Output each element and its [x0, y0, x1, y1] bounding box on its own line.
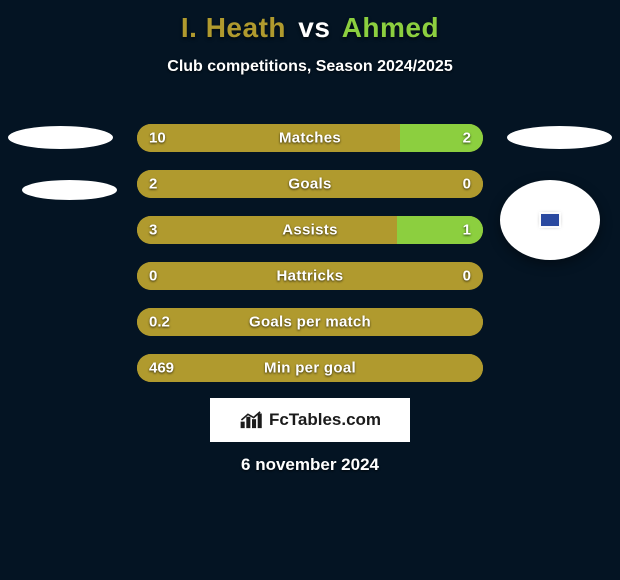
- stat-metric-label: Hattricks: [277, 268, 344, 285]
- subtitle: Club competitions, Season 2024/2025: [0, 58, 620, 76]
- stat-metric-label: Matches: [279, 130, 341, 147]
- stat-fill-player1: [137, 124, 400, 152]
- stat-value-player2: 2: [463, 130, 471, 147]
- brand-bars-icon: [239, 409, 265, 431]
- stat-row: 0.2 Goals per match: [137, 308, 483, 336]
- player2-avatar-circle: [500, 180, 600, 260]
- brand-badge: FcTables.com: [210, 398, 410, 442]
- stat-row: 0 0 Hattricks: [137, 262, 483, 290]
- title-player1: I. Heath: [181, 12, 286, 43]
- stat-value-player1: 469: [149, 360, 174, 377]
- stat-bars: 10 2 Matches 2 0 Goals 3 1 Assists 0 0 Hattricks 0.2…: [137, 124, 483, 400]
- player2-avatar-ellipse-top: [507, 126, 612, 149]
- date-text: 6 november 2024: [241, 455, 379, 475]
- stat-metric-label: Goals: [288, 176, 331, 193]
- stat-value-player1: 10: [149, 130, 166, 147]
- brand-text: FcTables.com: [269, 410, 381, 430]
- comparison-card: I. Heath vs Ahmed Club competitions, Sea…: [0, 0, 620, 580]
- stat-row: 10 2 Matches: [137, 124, 483, 152]
- stat-value-player2: 0: [463, 268, 471, 285]
- stat-metric-label: Assists: [282, 222, 337, 239]
- stat-value-player2: 0: [463, 176, 471, 193]
- stat-fill-player1: [137, 216, 397, 244]
- stat-value-player1: 2: [149, 176, 157, 193]
- stat-metric-label: Goals per match: [249, 314, 371, 331]
- stat-fill-player1: [137, 262, 282, 290]
- stat-value-player1: 3: [149, 222, 157, 239]
- stat-value-player2: 1: [463, 222, 471, 239]
- stat-value-player1: 0: [149, 268, 157, 285]
- stat-row: 3 1 Assists: [137, 216, 483, 244]
- title-vs: vs: [298, 12, 330, 43]
- stat-metric-label: Min per goal: [264, 360, 356, 377]
- stat-value-player1: 0.2: [149, 314, 170, 331]
- page-title: I. Heath vs Ahmed: [0, 0, 620, 44]
- title-player2: Ahmed: [342, 12, 439, 43]
- player1-avatar-ellipse-bottom: [22, 180, 117, 200]
- stat-row: 469 Min per goal: [137, 354, 483, 382]
- stat-row: 2 0 Goals: [137, 170, 483, 198]
- player2-flag-icon: [541, 214, 559, 226]
- player1-avatar-ellipse-top: [8, 126, 113, 149]
